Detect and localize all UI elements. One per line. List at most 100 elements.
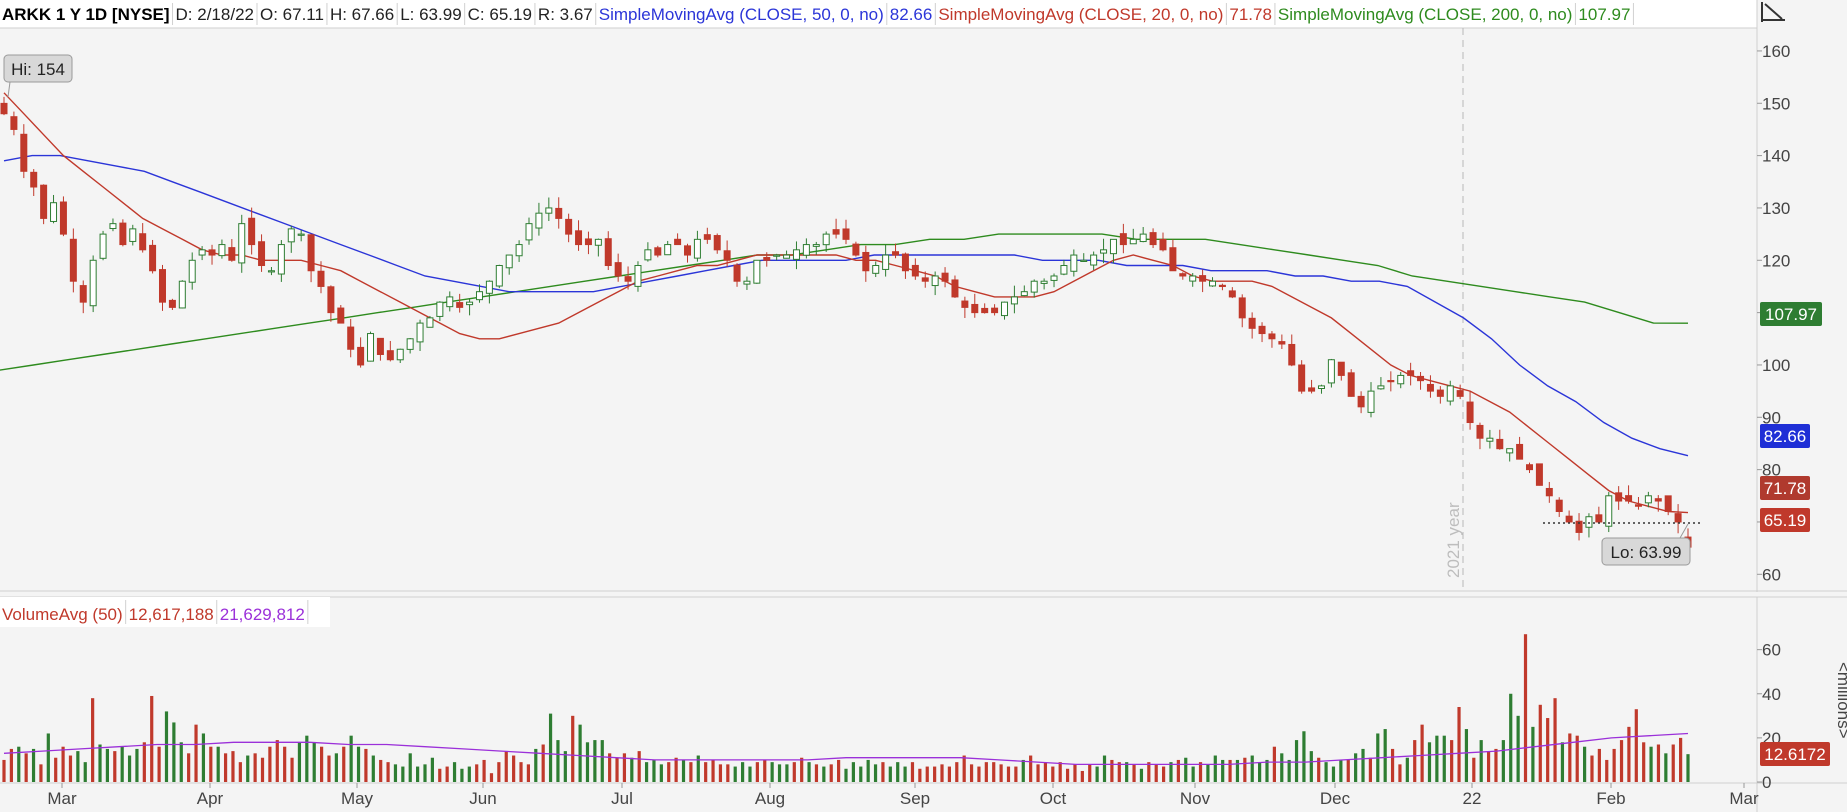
volume-bar [984,762,988,782]
volume-bar [955,762,959,782]
candle [1526,462,1534,474]
volume-bar [837,759,841,782]
volume-bar [127,755,132,782]
volume-tick-label: 60 [1762,641,1781,660]
candle [1080,253,1088,262]
candle [1466,390,1474,430]
volume-bar [910,762,915,782]
volume-bar [1132,764,1136,782]
candle [515,240,523,262]
candle [1397,371,1405,389]
candle [763,252,771,267]
candle [644,242,652,262]
price-tick-label: 60 [1762,565,1781,584]
volume-bar [401,766,405,782]
svg-text:107.97: 107.97 [1765,305,1817,324]
volume-bar [844,768,848,782]
volume-bar [1568,733,1572,782]
volume-bar [962,755,966,782]
volume-bar [608,753,612,782]
volume-bar [1161,766,1166,782]
volume-bar [896,762,900,782]
volume-bar [548,713,553,782]
volume-bar [342,746,346,782]
candle [812,241,820,255]
volume-header-current: 21,629,812 [220,605,305,624]
volume-bar [9,748,13,782]
volume-bar [1575,735,1579,782]
volume-bar [334,753,338,782]
volume-bar [704,762,708,782]
candle [1258,322,1266,343]
candle [723,240,731,267]
candle [1377,377,1385,390]
volume-bar [1235,759,1240,782]
volume-bar [1198,762,1203,782]
volume-bar [1427,742,1432,782]
header-high: H: 67.66 [330,5,394,24]
volume-bar [873,764,878,782]
volume-bar [992,762,996,782]
candle [1664,495,1672,516]
candle [307,233,315,283]
candle [1268,331,1276,348]
volume-bar [933,766,937,782]
volume-bar [1361,748,1365,782]
volume-bar [172,722,176,782]
price-tick-label: 130 [1762,199,1790,218]
candle [228,239,236,262]
candle [624,266,632,290]
candle [50,194,58,224]
volume-bar [1413,740,1417,782]
svg-text:12.6172: 12.6172 [1764,745,1825,764]
candle [713,233,721,254]
header-symbol: ARKK 1 Y 1D [NYSE] [2,5,170,24]
candle [466,298,474,316]
volume-bar [105,748,110,782]
volume-bar [1686,754,1690,782]
volume-bar [977,766,981,782]
candle [218,239,226,259]
date-tick-label: Oct [1040,789,1067,808]
volume-bar [113,751,117,782]
candle [426,315,434,328]
volume-bar [1154,764,1158,782]
volume-bar [1095,766,1099,782]
candle [862,245,870,282]
volume-bar [1472,757,1476,782]
candle [1129,228,1137,245]
volume-bar [1302,731,1306,782]
badge-sma20: 71.78 [1760,476,1810,500]
volume-bar [1368,757,1373,782]
candle [0,96,8,116]
volume-bar [1523,634,1528,782]
badge-sma200: 107.97 [1760,302,1822,326]
volume-bar [497,762,501,782]
volume-bar [1014,766,1018,782]
volume-bar [46,733,50,782]
candle [89,255,97,313]
candle [436,301,444,322]
volume-bar [194,724,198,782]
volume-bar [1582,746,1587,782]
badge-sma50: 82.66 [1760,424,1810,448]
volume-bar [157,746,161,782]
candle [525,217,533,245]
volume-bar [1383,729,1387,782]
header-sma200-label: SimpleMovingAvg (CLOSE, 200, 0, no) [1278,5,1573,24]
volume-bar [319,746,324,782]
candle [783,250,791,259]
candle [1189,273,1197,287]
volume-bar [356,746,361,782]
volume-bar [556,740,560,782]
volume-bar [1309,751,1313,782]
volume-bar [1221,759,1225,782]
volume-bar [733,766,737,782]
candle [921,271,929,288]
svg-text:Hi: 154: Hi: 154 [11,60,65,79]
collapse-icon[interactable] [1761,2,1785,22]
volume-bar [1634,709,1638,782]
candle [901,252,909,279]
volume-bar [290,757,294,782]
